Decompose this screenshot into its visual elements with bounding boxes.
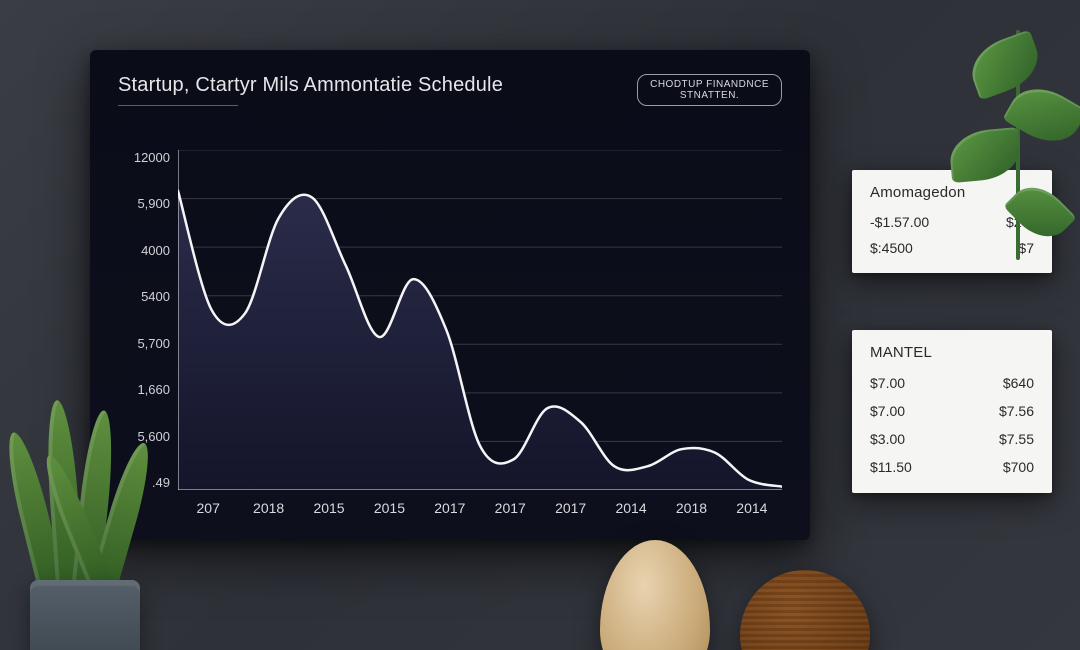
y-axis-labels: 12000 5,900 4000 5400 5,700 1,660 5,600 .49 <box>112 150 170 490</box>
card-cell: $2% <box>1006 214 1034 230</box>
card-cell: $7.55 <box>999 431 1034 447</box>
card1-title: Amomagedon <box>870 184 1034 201</box>
y-tick-label: 5,700 <box>112 336 170 351</box>
badge-line1: CHODTUP FINANDNCE <box>650 80 769 91</box>
y-tick-label: 5,900 <box>112 196 170 211</box>
card-cell: $640 <box>1003 375 1034 391</box>
x-tick-label: 2018 <box>238 500 298 526</box>
card-cell: $3.00 <box>870 431 905 447</box>
card-row: $:4500 $7 <box>870 235 1034 261</box>
card-cell: $7.00 <box>870 403 905 419</box>
x-tick-label: 2015 <box>359 500 419 526</box>
card-row: -$1.57.00 $2% <box>870 209 1034 235</box>
y-tick-label: 4000 <box>112 243 170 258</box>
card-cell: $:4500 <box>870 240 913 256</box>
chart-title: Startup, Ctartyr Mils Ammontatie Schedul… <box>118 74 503 97</box>
chart-badge: CHODTUP FINANDNCE STNATTEN. <box>637 74 782 106</box>
chart-board: Startup, Ctartyr Mils Ammontatie Schedul… <box>90 50 810 540</box>
y-tick-label: .49 <box>112 475 170 490</box>
vase-decoration <box>600 540 710 650</box>
title-underline <box>118 105 238 106</box>
basket-decoration <box>740 570 870 650</box>
card-cell: $700 <box>1003 459 1034 475</box>
card-cell: $7.56 <box>999 403 1034 419</box>
card2-title: MANTEL <box>870 344 1034 361</box>
x-axis-labels: 207201820152015201720172017201420182014 <box>178 500 782 526</box>
x-tick-label: 207 <box>178 500 238 526</box>
x-tick-label: 2017 <box>420 500 480 526</box>
y-tick-label: 5,600 <box>112 429 170 444</box>
card-row: $7.00 $7.56 <box>870 397 1034 425</box>
card-row: $7.00 $640 <box>870 369 1034 397</box>
card-cell: $7 <box>1018 240 1034 256</box>
summary-card-2: MANTEL $7.00 $640 $7.00 $7.56 $3.00 $7.55 $11.… <box>852 330 1052 493</box>
y-tick-label: 12000 <box>112 150 170 165</box>
card-cell: $7.00 <box>870 375 905 391</box>
x-tick-label: 2014 <box>601 500 661 526</box>
card-row: $11.50 $700 <box>870 453 1034 481</box>
y-tick-label: 1,660 <box>112 382 170 397</box>
y-tick-label: 5400 <box>112 289 170 304</box>
x-tick-label: 2014 <box>722 500 782 526</box>
x-tick-label: 2017 <box>540 500 600 526</box>
card-cell: -$1.57.00 <box>870 214 929 230</box>
summary-card-1: Amomagedon -$1.57.00 $2% $:4500 $7 <box>852 170 1052 273</box>
x-tick-label: 2015 <box>299 500 359 526</box>
card-cell: $11.50 <box>870 459 912 475</box>
chart-plot <box>178 150 782 490</box>
card-row: $3.00 $7.55 <box>870 425 1034 453</box>
badge-line2: STNATTEN. <box>650 91 769 102</box>
x-tick-label: 2017 <box>480 500 540 526</box>
x-tick-label: 2018 <box>661 500 721 526</box>
